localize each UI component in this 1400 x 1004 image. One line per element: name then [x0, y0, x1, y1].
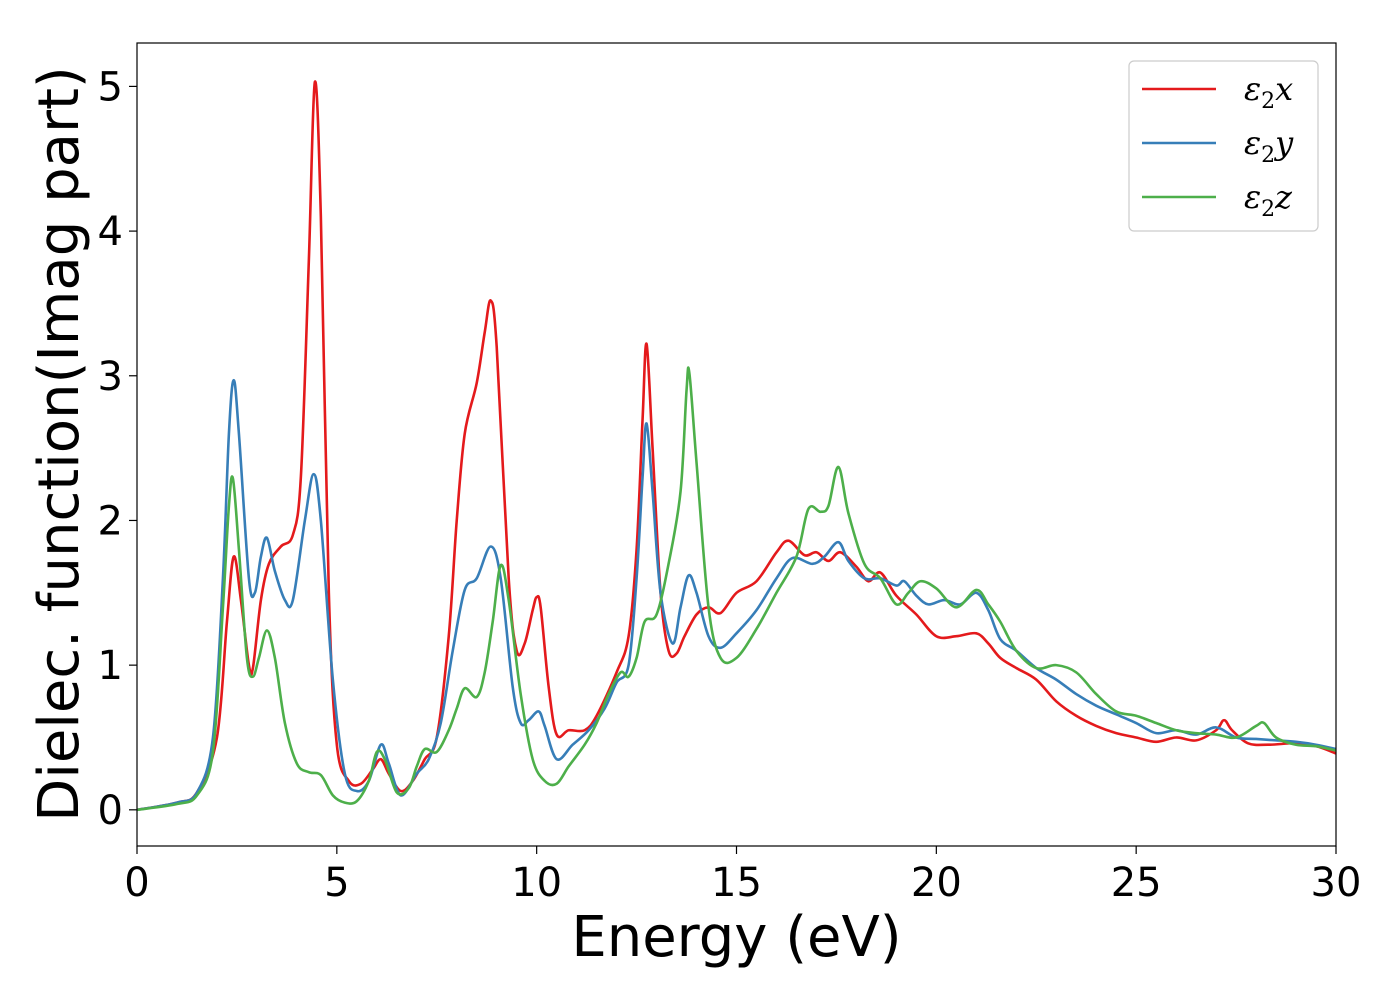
x-tick-label: 20 — [911, 860, 962, 906]
legend-label-x: ε2x — [1244, 70, 1293, 114]
series-line-x — [137, 80, 1336, 812]
legend-component: x — [1275, 70, 1293, 108]
x-tick-label: 25 — [1111, 860, 1162, 906]
legend-box — [1128, 60, 1319, 232]
x-tick-label: 30 — [1311, 860, 1362, 906]
legend-subscript: 2 — [1261, 143, 1275, 168]
legend-subscript: 2 — [1261, 197, 1275, 222]
legend-component: z — [1274, 178, 1293, 216]
series-lines — [137, 80, 1336, 812]
y-axis-ticks: 0 1 2 3 4 5 — [98, 64, 137, 834]
y-tick-label: 5 — [98, 64, 123, 110]
plot-frame — [136, 42, 1337, 847]
legend-symbol: ε — [1244, 124, 1261, 162]
x-tick-label: 15 — [711, 860, 762, 906]
y-tick-label: 2 — [98, 498, 123, 544]
legend-subscript: 2 — [1261, 89, 1275, 114]
x-axis-ticks: 0 5 10 15 20 25 30 — [124, 846, 1361, 906]
legend-label-z: ε2z — [1244, 178, 1293, 222]
legend-symbol: ε — [1244, 70, 1261, 108]
series-line-z — [137, 366, 1336, 812]
y-tick-label: 0 — [98, 788, 123, 834]
y-tick-label: 3 — [98, 354, 123, 400]
legend-component: y — [1273, 124, 1294, 162]
x-tick-label: 10 — [511, 860, 562, 906]
y-tick-label: 4 — [98, 209, 123, 255]
y-axis-label: Dielec. function(Imag part) — [27, 66, 92, 822]
series-line-y — [137, 378, 1336, 812]
legend-label-y: ε2y — [1244, 124, 1294, 168]
y-tick-label: 1 — [98, 643, 123, 689]
legend-symbol: ε — [1244, 178, 1261, 216]
x-tick-label: 0 — [124, 860, 149, 906]
x-tick-label: 5 — [324, 860, 349, 906]
x-axis-label: Energy (eV) — [571, 905, 901, 970]
